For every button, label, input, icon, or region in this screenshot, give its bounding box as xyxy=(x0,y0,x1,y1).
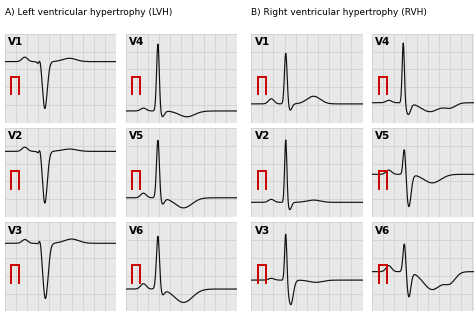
Text: V1: V1 xyxy=(255,37,270,47)
Text: V4: V4 xyxy=(129,37,144,47)
Text: V5: V5 xyxy=(375,131,391,142)
Text: V2: V2 xyxy=(8,131,23,142)
Text: V3: V3 xyxy=(8,226,23,236)
Text: B) Right ventricular hypertrophy (RVH): B) Right ventricular hypertrophy (RVH) xyxy=(251,8,427,17)
Text: V4: V4 xyxy=(375,37,391,47)
Text: V2: V2 xyxy=(255,131,270,142)
Text: V1: V1 xyxy=(8,37,23,47)
Text: V5: V5 xyxy=(129,131,144,142)
Text: V6: V6 xyxy=(375,226,391,236)
Text: V6: V6 xyxy=(129,226,144,236)
Text: A) Left ventricular hypertrophy (LVH): A) Left ventricular hypertrophy (LVH) xyxy=(5,8,172,17)
Text: V3: V3 xyxy=(255,226,270,236)
